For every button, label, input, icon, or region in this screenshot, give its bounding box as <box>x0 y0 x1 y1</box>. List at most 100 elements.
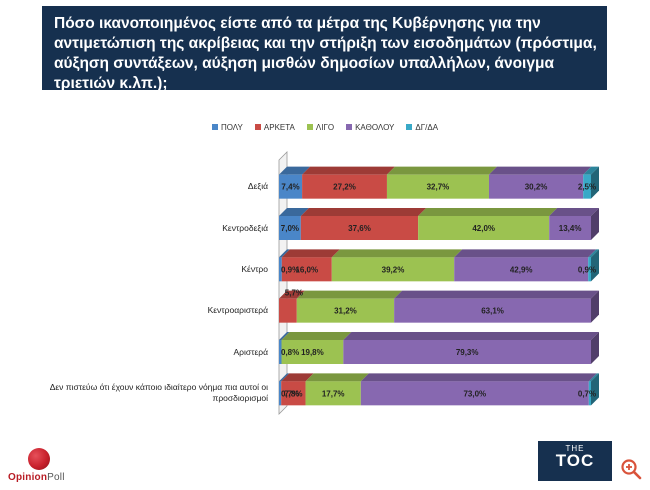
data-label: 5,7% <box>285 289 303 298</box>
bar-top-face <box>300 208 427 216</box>
category-label: Δεν πιστεύω ότι έχουν κάποιο ιδιαίτερο ν… <box>49 382 268 404</box>
bar-segment <box>305 381 361 406</box>
bar-top-face <box>305 373 369 382</box>
bar-side-face <box>591 249 599 282</box>
bar-top-face <box>386 166 497 175</box>
opinionpoll-logo-icon <box>28 448 50 470</box>
thetoc-logo-line2: TOC <box>555 451 595 470</box>
bar-top-face <box>343 332 599 340</box>
legend: ΠΟΛΥ ΑΡΚΕΤΑ ΛΙΓΟ ΚΑΘΟΛΟΥ ΔΓ/ΔΑ <box>0 120 650 134</box>
category-label: Κεντροδεξιά <box>222 222 268 233</box>
data-label: 27,2% <box>333 183 356 192</box>
data-label: 79,3% <box>456 348 479 357</box>
data-label: 7,0% <box>281 224 299 233</box>
bar-segment <box>331 257 455 282</box>
bar-top-face <box>588 249 599 258</box>
bar-segment <box>279 216 301 240</box>
data-label: 2,5% <box>578 183 596 192</box>
bar-side-face <box>591 166 599 199</box>
legend-item: ΛΙΓΟ <box>306 122 335 132</box>
bar-top-face <box>281 332 352 340</box>
bar-top-face <box>488 166 592 175</box>
data-label: 42,0% <box>472 224 495 233</box>
legend-swatch <box>346 124 353 130</box>
bar-top-face <box>279 373 290 382</box>
bar-segment <box>281 340 344 364</box>
legend-swatch <box>254 124 261 130</box>
bar-segment <box>279 381 282 406</box>
opinionpoll-logo-text: OpinionPoll <box>8 472 65 483</box>
data-label: 0,8% <box>281 348 299 357</box>
bar-side-face <box>591 332 599 364</box>
legend-label: ΠΟΛΥ <box>220 122 243 132</box>
bar-segment <box>583 174 591 199</box>
category-label: Αριστερά <box>233 346 268 357</box>
bar-segment <box>360 381 589 406</box>
data-label: 0,7% <box>281 389 299 398</box>
bar-top-face <box>279 332 290 340</box>
bar-top-face <box>296 290 403 299</box>
bar-top-face <box>279 166 311 175</box>
bar-top-face <box>281 249 340 258</box>
bar-segment <box>296 298 395 323</box>
legend-swatch <box>211 124 218 130</box>
category-label: Κεντροαριστερά <box>207 305 268 316</box>
bar-top-face <box>549 208 599 216</box>
bar-side-face <box>591 373 599 406</box>
bar-top-face <box>279 249 290 258</box>
bar-segment <box>343 340 591 364</box>
legend-item: ΔΓ/ΔΑ <box>406 123 438 132</box>
bar-top-face <box>302 166 395 175</box>
data-label: 32,7% <box>427 183 450 192</box>
bar-segment <box>394 298 591 323</box>
bar-segment <box>454 257 589 282</box>
data-label: 7,4% <box>281 183 299 192</box>
data-label: 0,9% <box>281 265 299 274</box>
legend-swatch <box>306 124 313 130</box>
legend-label: ΛΙΓΟ <box>315 122 335 132</box>
legend-label: ΔΓ/ΔΑ <box>415 122 439 132</box>
bar-segment <box>281 381 306 406</box>
bar-segment <box>302 174 387 199</box>
category-label: Δεξιά <box>247 181 268 192</box>
bar-segment <box>279 340 282 364</box>
bar-side-face <box>591 208 599 240</box>
bar-top-face <box>279 290 305 299</box>
data-label: 42,9% <box>510 265 533 274</box>
data-label: 19,8% <box>301 348 324 357</box>
legend-label: ΚΑΘΟΛΟΥ <box>355 122 395 132</box>
bar-segment <box>279 298 297 323</box>
data-label: 30,2% <box>525 183 548 192</box>
bar-segment <box>386 174 489 199</box>
bar-segment <box>279 174 303 199</box>
data-label: 37,6% <box>348 224 371 233</box>
data-label: 0,7% <box>578 389 596 398</box>
data-label: 17,7% <box>322 389 345 398</box>
bar-top-face <box>454 249 597 258</box>
bar-segment <box>488 174 584 199</box>
bar-top-face <box>583 166 599 175</box>
data-label: 39,2% <box>382 265 405 274</box>
legend-label: ΑΡΚΕΤΑ <box>263 122 295 132</box>
data-label: 0,9% <box>578 265 596 274</box>
opinionpoll-logo: OpinionPoll <box>8 448 98 484</box>
legend-item: ΚΑΘΟΛΟΥ <box>346 123 394 132</box>
legend-item: ΠΟΛΥ <box>211 122 243 132</box>
data-label: 63,1% <box>481 307 504 316</box>
bar-top-face <box>394 290 599 299</box>
chart-title: Πόσο ικανοποιημένος είστε από τα μέτρα τ… <box>42 6 607 92</box>
bar-top-face <box>588 373 599 382</box>
zoom-icon[interactable] <box>620 458 642 480</box>
bar-segment <box>588 257 591 282</box>
data-label: 31,2% <box>334 307 357 316</box>
legend-item: ΑΡΚΕΤΑ <box>254 122 295 132</box>
bar-segment <box>279 257 282 282</box>
bar-segment <box>418 216 550 240</box>
thetoc-logo-line1: THE <box>565 444 585 453</box>
bar-top-face <box>279 208 309 216</box>
data-label: 73,0% <box>463 389 486 398</box>
bar-segment <box>300 216 419 240</box>
bar-segment <box>549 216 591 240</box>
bar-top-face <box>360 373 597 382</box>
